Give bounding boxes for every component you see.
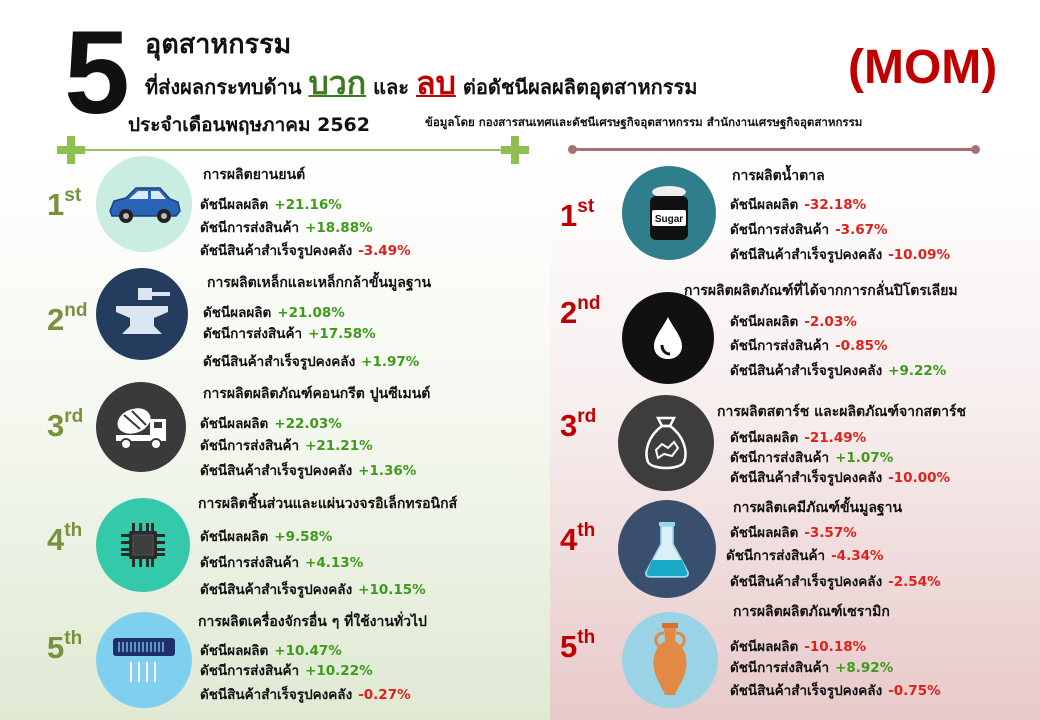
oil-drop-icon [622, 292, 714, 384]
positive-3-production: ดัชนีผลผลิต +22.03% [200, 416, 342, 432]
mom-tag: (MOM) [848, 41, 998, 94]
rank-positive-3: 3rd [47, 406, 84, 443]
header-number: 5 [64, 7, 130, 139]
positive-1-inventory: ดัชนีสินค้าสำเร็จรูปคงคลัง -3.49% [200, 243, 411, 259]
rank-negative-5: 5th [560, 627, 596, 664]
positive-1-shipment: ดัชนีการส่งสินค้า +18.88% [200, 220, 373, 236]
negative-2-inventory: ดัชนีสินค้าสำเร็จรูปคงคลัง +9.22% [730, 363, 947, 379]
negative-2-shipment: ดัชนีการส่งสินค้า -0.85% [730, 338, 888, 354]
rank-positive-1: 1st [47, 185, 82, 222]
positive-word: บวก [308, 64, 367, 102]
positive-5-production: ดัชนีผลผลิต +10.47% [200, 643, 342, 659]
rank-negative-2: 2nd [560, 293, 601, 330]
plus-icon [501, 136, 529, 164]
chip-icon [96, 498, 190, 592]
positive-4-production: ดัชนีผลผลิต +9.58% [200, 529, 333, 545]
starch-sack-icon [618, 395, 714, 491]
rank-positive-4: 4th [47, 520, 83, 557]
plus-icon [57, 136, 85, 164]
negative-4-title: การผลิตเคมีภัณฑ์ขั้นมูลฐาน [733, 500, 903, 516]
positive-5-shipment: ดัชนีการส่งสินค้า +10.22% [200, 663, 373, 679]
rank-negative-4: 4th [560, 520, 596, 557]
negative-divider [568, 145, 980, 154]
negative-4-shipment: ดัชนีการส่งสินค้า -4.34% [726, 548, 884, 564]
negative-5-production: ดัชนีผลผลิต -10.18% [730, 639, 867, 655]
positive-4-title: การผลิตชิ้นส่วนและแผ่นวงจรอิเล็กทรอนิกส์ [198, 496, 458, 512]
negative-3-inventory: ดัชนีสินค้าสำเร็จรูปคงคลัง -10.00% [730, 470, 951, 486]
positive-2-shipment: ดัชนีการส่งสินค้า +17.58% [203, 326, 376, 342]
subtitle-mid: และ [373, 75, 409, 99]
positive-5-inventory: ดัชนีสินค้าสำเร็จรูปคงคลัง -0.27% [200, 687, 411, 703]
rank-negative-1: 1st [560, 196, 595, 233]
negative-1-shipment: ดัชนีการส่งสินค้า -3.67% [730, 222, 888, 238]
positive-2-inventory: ดัชนีสินค้าสำเร็จรูปคงคลัง +1.97% [203, 354, 420, 370]
positive-1-production: ดัชนีผลผลิต +21.16% [200, 197, 342, 213]
negative-3-production: ดัชนีผลผลิต -21.49% [730, 430, 867, 446]
rank-positive-2: 2nd [47, 300, 88, 337]
positive-2-title: การผลิตเหล็กและเหล็กกล้าขั้นมูลฐาน [207, 275, 432, 291]
sugar-jar-icon: Sugar [622, 166, 716, 260]
air-conditioner-icon [96, 612, 192, 708]
car-icon [96, 156, 192, 252]
anvil-icon [96, 268, 188, 360]
positive-3-title: การผลิตผลิตภัณฑ์คอนกรีต ปูนซีเมนต์ [203, 386, 431, 402]
rank-positive-5: 5th [47, 628, 83, 665]
positive-5-title: การผลิตเครื่องจักรอื่น ๆ ที่ใช้งานทั่วไป [198, 614, 427, 630]
positive-panel-background [0, 150, 550, 720]
negative-5-title: การผลิตผลิตภัณฑ์เซรามิก [733, 604, 890, 620]
negative-1-inventory: ดัชนีสินค้าสำเร็จรูปคงคลัง -10.09% [730, 247, 951, 263]
vase-icon [622, 612, 718, 708]
subtitle-post: ต่อดัชนีผลผลิตอุตสาหกรรม [462, 75, 698, 99]
positive-2-production: ดัชนีผลผลิต +21.08% [203, 305, 345, 321]
flask-icon [618, 500, 716, 598]
negative-5-shipment: ดัชนีการส่งสินค้า +8.92% [730, 660, 894, 676]
negative-word: ลบ [415, 64, 456, 102]
sugar-label: Sugar [655, 214, 683, 225]
subtitle-pre: ที่ส่งผลกระทบด้าน [145, 75, 302, 99]
header-period: ประจำเดือนพฤษภาคม 2562 [128, 114, 370, 136]
negative-4-inventory: ดัชนีสินค้าสำเร็จรูปคงคลัง -2.54% [730, 574, 941, 590]
negative-1-title: การผลิตน้ำตาล [732, 168, 825, 184]
negative-2-title: การผลิตผลิตภัณฑ์ที่ได้จากการกลั่นปิโตรเล… [684, 283, 958, 299]
positive-3-inventory: ดัชนีสินค้าสำเร็จรูปคงคลัง +1.36% [200, 463, 417, 479]
negative-3-shipment: ดัชนีการส่งสินค้า +1.07% [730, 450, 894, 466]
negative-4-production: ดัชนีผลผลิต -3.57% [730, 525, 857, 541]
cement-truck-icon [96, 382, 186, 472]
negative-5-inventory: ดัชนีสินค้าสำเร็จรูปคงคลัง -0.75% [730, 683, 941, 699]
positive-4-shipment: ดัชนีการส่งสินค้า +4.13% [200, 555, 364, 571]
header-title: อุตสาหกรรม [145, 29, 292, 60]
rank-negative-3: 3rd [560, 406, 597, 443]
negative-3-title: การผลิตสตาร์ช และผลิตภัณฑ์จากสตาร์ช [717, 404, 967, 420]
header-source: ข้อมูลโดย กองสารสนเทศและดัชนีเศรษฐกิจอุต… [425, 115, 863, 129]
header-subtitle: ที่ส่งผลกระทบด้าน บวก และ ลบ ต่อดัชนีผลผ… [145, 58, 697, 109]
negative-1-production: ดัชนีผลผลิต -32.18% [730, 197, 867, 213]
positive-3-shipment: ดัชนีการส่งสินค้า +21.21% [200, 438, 373, 454]
positive-1-title: การผลิตยานยนต์ [203, 167, 306, 183]
negative-2-production: ดัชนีผลผลิต -2.03% [730, 314, 857, 330]
positive-4-inventory: ดัชนีสินค้าสำเร็จรูปคงคลัง +10.15% [200, 582, 426, 598]
positive-divider [70, 149, 514, 151]
